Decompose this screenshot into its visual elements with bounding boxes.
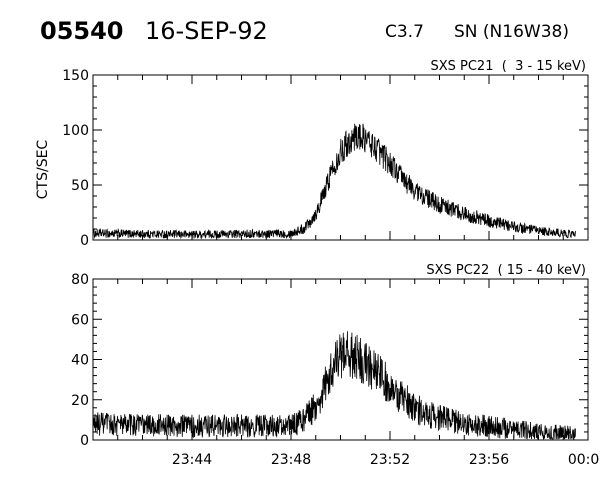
panel-1: 0 50 100 150 SXS PC21 ( 3 - 15 keV) CTS/SEC [35, 59, 589, 249]
series-line [92, 331, 577, 440]
flare-location: SN (N16W38) [454, 22, 569, 42]
panel-2: 0 20 40 60 80 23:44 23:48 23:52 23:56 00:00 SXS PC… [71, 263, 600, 468]
x-tick-label: 23:44 [172, 452, 212, 468]
event-date: 16-SEP-92 [145, 17, 268, 45]
y-tick-label: 40 [71, 353, 89, 369]
series-line [92, 123, 577, 240]
y-axis-label: CTS/SEC [35, 140, 51, 200]
y-tick-label: 0 [80, 233, 89, 249]
flare-class: C3.7 [385, 22, 424, 42]
panel-label: SXS PC22 ( 15 - 40 keV) [426, 263, 586, 278]
panel-label: SXS PC21 ( 3 - 15 keV) [430, 59, 586, 74]
x-tick-label: 23:52 [370, 452, 410, 468]
y-tick-label: 80 [71, 272, 89, 288]
plot-frame [92, 74, 589, 241]
x-tick-label: 23:48 [271, 452, 311, 468]
x-tick-label: 00:00 [568, 452, 600, 468]
y-tick-label: 50 [71, 178, 89, 194]
y-tick-label: 100 [62, 123, 89, 139]
y-tick-label: 150 [62, 68, 89, 84]
event-id: 05540 [40, 17, 124, 45]
y-tick-label: 0 [80, 433, 89, 449]
y-tick-label: 60 [71, 312, 89, 328]
x-tick-label: 23:56 [469, 452, 509, 468]
y-tick-label: 20 [71, 393, 89, 409]
